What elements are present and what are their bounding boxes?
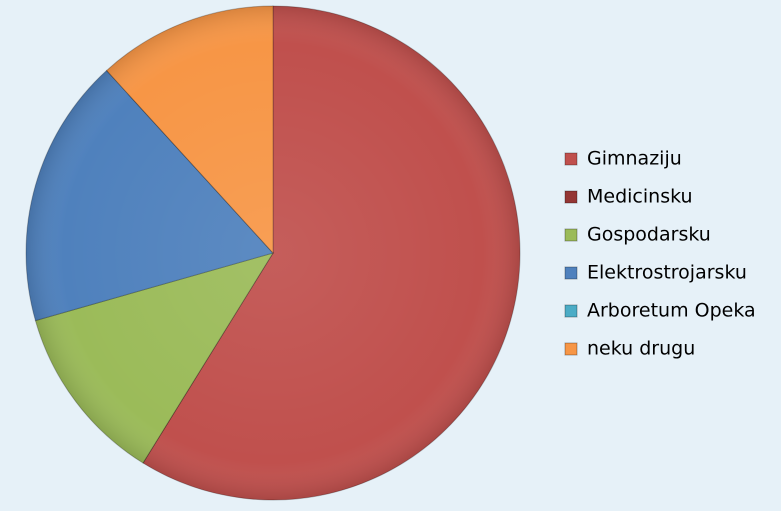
legend-label: neku drugu [587, 338, 695, 360]
legend-swatch [564, 342, 578, 356]
legend-swatch [564, 190, 578, 204]
legend-swatch [564, 304, 578, 318]
legend-label: Gospodarsku [587, 224, 711, 246]
legend-label: Elektrostrojarsku [587, 262, 747, 284]
pie [25, 5, 521, 501]
legend-swatch [564, 152, 578, 166]
legend-swatch [564, 228, 578, 242]
legend-swatch [564, 266, 578, 280]
legend-label: Medicinsku [587, 186, 693, 208]
legend-label: Gimnaziju [587, 148, 682, 170]
legend-label: Arboretum Opeka [587, 300, 756, 322]
legend: Gimnaziju Medicinsku Gospodarsku Elektrostr… [564, 148, 756, 360]
